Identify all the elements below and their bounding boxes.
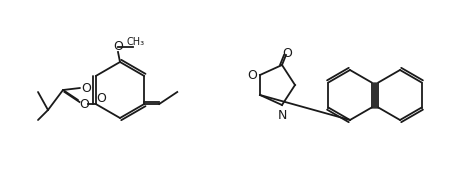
Text: O: O <box>96 92 106 105</box>
Text: O: O <box>79 97 89 110</box>
Text: CH₃: CH₃ <box>127 37 145 47</box>
Text: O: O <box>282 46 292 60</box>
Text: O: O <box>113 40 123 53</box>
Text: O: O <box>81 82 91 95</box>
Text: N: N <box>277 108 287 122</box>
Text: O: O <box>247 68 257 82</box>
